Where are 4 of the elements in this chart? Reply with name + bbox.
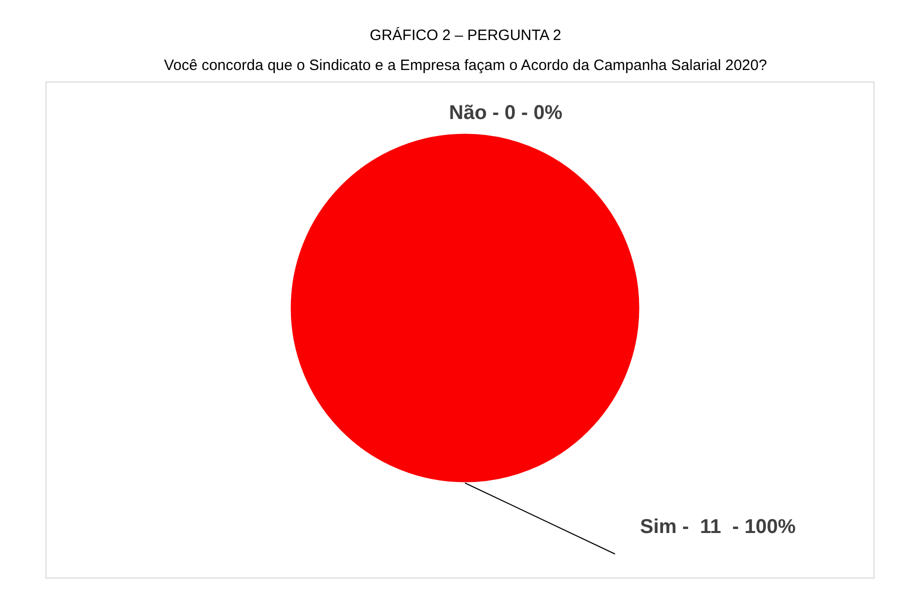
chart-title: GRÁFICO 2 – PERGUNTA 2: [370, 26, 562, 44]
chart-subtitle: Você concorda que o Sindicato e a Empresa façam o Acordo da Campanha Salarial 2020?: [164, 57, 767, 74]
category-label: Não - 0 - 0%: [449, 102, 562, 124]
slice-label: Sim - 11 - 100%: [640, 516, 796, 538]
